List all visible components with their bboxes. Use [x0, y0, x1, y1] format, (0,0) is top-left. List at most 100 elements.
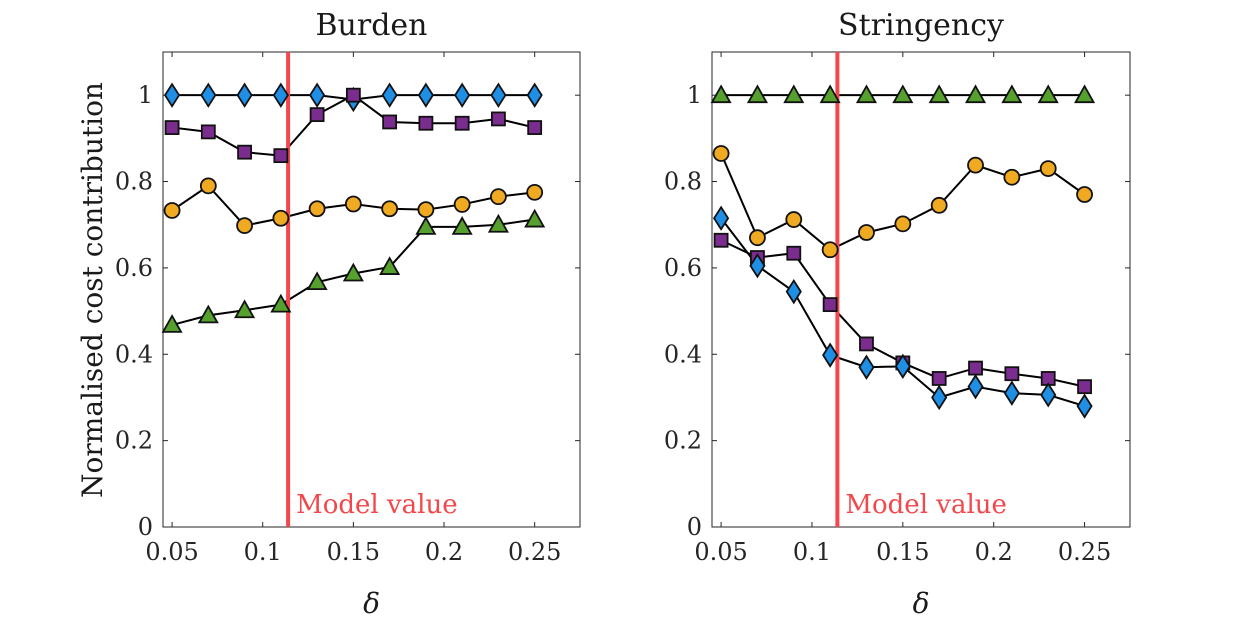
- x-tick-label: 0.05: [694, 538, 747, 566]
- circle-marker: [1003, 168, 1021, 186]
- triangle-marker: [379, 256, 401, 275]
- y-tick-label: 1: [687, 81, 702, 109]
- square-marker: [1004, 366, 1020, 382]
- x-tick-label: 0.15: [876, 538, 929, 566]
- triangle-marker: [487, 213, 509, 233]
- diamond-marker: [236, 82, 253, 108]
- diamond-marker: [200, 82, 217, 108]
- circle-marker: [894, 215, 912, 233]
- square-marker: [968, 360, 983, 376]
- diamond-marker: [1076, 393, 1093, 419]
- diamond-marker: [526, 82, 543, 108]
- diamond-marker: [1003, 380, 1020, 406]
- triangle-marker: [161, 314, 183, 333]
- square-marker: [527, 120, 543, 135]
- square-marker: [237, 144, 252, 160]
- y-tick-label: 1: [138, 81, 153, 109]
- square-marker: [345, 87, 361, 103]
- triangle-marker: [342, 262, 364, 282]
- square-marker: [382, 114, 398, 130]
- circle-marker: [490, 188, 507, 206]
- triangle-marker: [1001, 84, 1023, 104]
- triangle-marker: [1037, 84, 1059, 104]
- chart-title: Burden: [316, 8, 428, 43]
- model-value-annotation: Model value: [296, 490, 458, 520]
- square-marker: [309, 107, 325, 123]
- y-tick-label: 0.6: [664, 254, 702, 282]
- circle-marker: [785, 211, 803, 228]
- diamond-marker: [749, 253, 766, 279]
- triangle-marker: [746, 84, 768, 104]
- diamond-marker: [417, 82, 434, 108]
- x-tick-label: 0.25: [508, 538, 561, 566]
- x-axis-label: δ: [363, 587, 380, 620]
- circle-marker: [272, 209, 290, 227]
- triangle-marker: [1074, 84, 1096, 104]
- circle-marker: [858, 224, 875, 241]
- diamond-marker: [713, 205, 730, 231]
- y-tick-label: 0.2: [664, 427, 702, 455]
- diamond-marker: [454, 82, 471, 108]
- triangle-marker: [270, 293, 292, 313]
- circle-marker: [526, 183, 544, 201]
- x-tick-label: 0.1: [244, 538, 282, 566]
- diamond-marker: [309, 82, 326, 108]
- circle-marker: [967, 156, 984, 174]
- square-marker: [713, 232, 729, 248]
- square-marker: [931, 371, 947, 386]
- triangle-marker: [306, 271, 328, 291]
- circle-marker: [308, 200, 326, 218]
- panel-stringency: Stringency 0.05 0.1 0.15 0.2 0.25 0 0.2 0.4 0.6 0.…: [664, 8, 1131, 620]
- square-marker: [454, 115, 470, 131]
- circle-marker: [344, 195, 362, 213]
- y-tick-label: 0: [687, 513, 702, 541]
- diamond-marker: [858, 354, 875, 380]
- y-tick-label: 0: [138, 513, 153, 541]
- diamond-marker: [1040, 382, 1057, 408]
- circle-marker: [236, 217, 253, 234]
- square-marker: [1077, 379, 1092, 395]
- y-tick-label: 0.6: [115, 254, 153, 282]
- series-line-circle: [720, 153, 1086, 251]
- circle-marker: [417, 201, 435, 219]
- triangle-marker: [524, 208, 546, 228]
- square-marker: [491, 111, 506, 127]
- diamond-marker: [822, 342, 839, 368]
- circle-marker: [1039, 160, 1057, 177]
- x-axis-label: δ: [913, 587, 930, 620]
- x-tick-label: 0.15: [327, 538, 380, 566]
- circle-marker: [453, 196, 471, 213]
- x-tick-label: 0.1: [793, 538, 831, 566]
- diamond-marker: [931, 384, 948, 411]
- y-tick-label: 0.8: [664, 168, 702, 196]
- circle-marker: [930, 196, 948, 214]
- triangle-marker: [892, 84, 914, 104]
- x-tick-label: 0.05: [145, 538, 198, 566]
- triangle-marker: [415, 216, 437, 235]
- chart-title: Stringency: [838, 8, 1004, 43]
- model-value-annotation: Model value: [845, 490, 1007, 520]
- triangle-marker: [234, 299, 256, 319]
- square-marker: [273, 148, 289, 164]
- axes-box: [711, 51, 1131, 528]
- x-tick-label: 0.2: [425, 538, 463, 566]
- circle-marker: [381, 200, 399, 218]
- y-tick-label: 0.4: [115, 340, 153, 368]
- triangle-marker: [710, 84, 732, 104]
- diamond-marker: [272, 82, 289, 108]
- y-tick-label: 0.8: [115, 168, 153, 196]
- diamond-marker: [381, 82, 398, 108]
- diamond-marker: [967, 373, 984, 400]
- circle-marker: [712, 145, 730, 162]
- circle-marker: [749, 229, 766, 247]
- triangle-marker: [964, 84, 987, 104]
- circle-marker: [163, 202, 181, 219]
- x-tick-label: 0.25: [1058, 538, 1111, 566]
- y-tick-label: 0.2: [115, 427, 153, 455]
- y-axis-label: Normalised cost contribution: [76, 82, 109, 498]
- triangle-marker: [451, 216, 473, 235]
- circle-marker: [821, 241, 839, 259]
- circle-marker: [1076, 186, 1093, 203]
- triangle-marker: [928, 84, 950, 104]
